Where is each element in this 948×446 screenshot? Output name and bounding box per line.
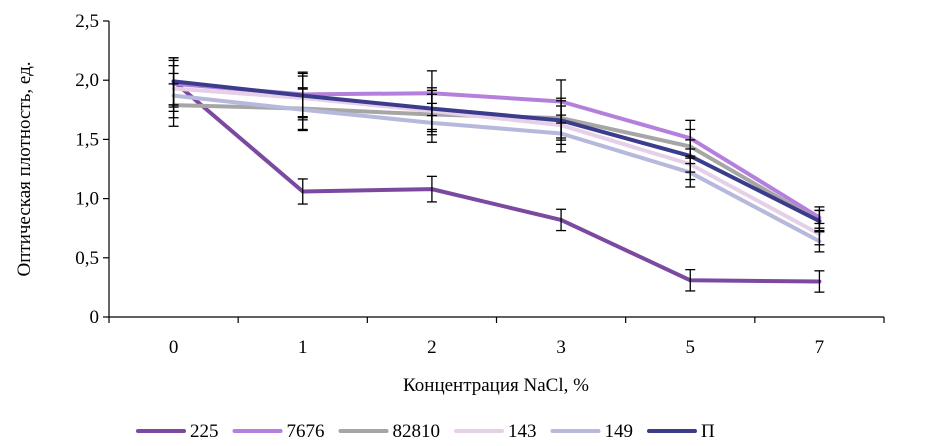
legend-item: П xyxy=(647,421,715,442)
series-line xyxy=(171,79,822,224)
series-П xyxy=(171,79,822,224)
error-bars xyxy=(168,57,825,293)
y-tick-label: 0 xyxy=(90,307,100,328)
series-line xyxy=(171,79,822,284)
legend-label: П xyxy=(701,421,715,442)
x-tick-label: 0 xyxy=(169,337,179,358)
legend-label: 225 xyxy=(190,421,219,442)
y-tick-label: 1,5 xyxy=(75,129,99,150)
series-line xyxy=(171,81,822,220)
series-149 xyxy=(171,93,822,244)
x-tick-label: 3 xyxy=(556,337,566,358)
legend-item: 7676 xyxy=(232,421,325,442)
legend-label: 7676 xyxy=(287,421,325,442)
series-225 xyxy=(171,79,822,284)
x-tick-label: 1 xyxy=(298,337,308,358)
legend-item: 225 xyxy=(136,421,219,442)
y-tick-label: 2,5 xyxy=(75,11,99,32)
legend-label: 82810 xyxy=(393,421,441,442)
x-tick-label: 2 xyxy=(427,337,437,358)
series-7676 xyxy=(171,81,822,220)
x-tick-label: 7 xyxy=(815,337,825,358)
y-tick-label: 2,0 xyxy=(75,70,99,91)
legend-item: 82810 xyxy=(338,421,441,442)
legend: 225 7676 82810 143 149 П xyxy=(136,421,715,442)
series-line xyxy=(171,93,822,244)
legend-label: 149 xyxy=(605,421,634,442)
plot-area xyxy=(168,57,825,293)
legend-label: 143 xyxy=(508,421,537,442)
legend-item: 149 xyxy=(550,421,634,442)
series-143 xyxy=(171,86,822,237)
y-tick-label: 0,5 xyxy=(75,248,99,269)
x-tick-label: 5 xyxy=(686,337,696,358)
x-axis-label: Концентрация NaCl, % xyxy=(403,375,589,396)
y-tick-label: 1,0 xyxy=(75,189,99,210)
legend-item: 143 xyxy=(454,421,537,442)
y-axis-label: Оптическая плотность, ед. xyxy=(14,62,35,277)
series-line xyxy=(171,86,822,237)
axes: 0 0,5 1,0 1,5 2,0 2,5 0 1 2 3 5 7 xyxy=(75,11,885,358)
